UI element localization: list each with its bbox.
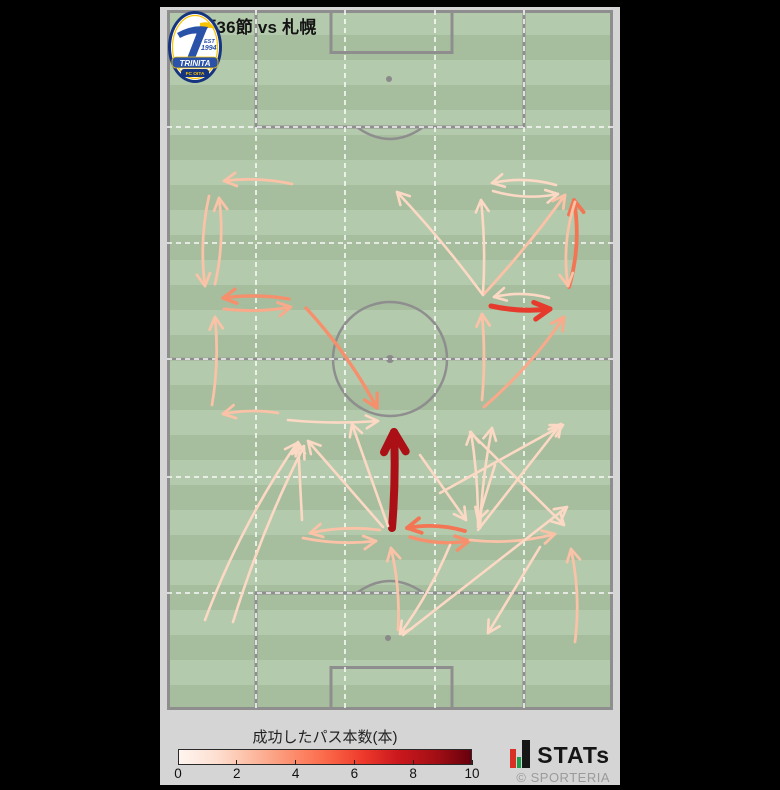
pass-arrow bbox=[222, 171, 294, 188]
pass-arrow bbox=[401, 505, 569, 637]
team-logo: EST 1994 TRINITA FC OITA bbox=[168, 11, 222, 83]
pass-arrow bbox=[465, 430, 481, 529]
pass-arrow bbox=[348, 422, 390, 528]
legend-tick-label: 2 bbox=[233, 766, 241, 781]
pass-arrow bbox=[482, 193, 567, 296]
penalty-arc-top bbox=[357, 126, 423, 141]
pass-arrow bbox=[398, 543, 452, 636]
badge-t-bar bbox=[177, 26, 208, 38]
stats-icon-bar-black bbox=[522, 740, 531, 768]
svg-text:EST: EST bbox=[204, 39, 215, 45]
svg-text:1994: 1994 bbox=[201, 45, 217, 52]
pass-arrow bbox=[492, 286, 551, 302]
svg-text:TRINITA: TRINITA bbox=[180, 59, 211, 68]
pass-arrow bbox=[490, 172, 558, 189]
pass-arrow bbox=[304, 306, 379, 410]
pass-arrow bbox=[468, 529, 557, 545]
pass-arrow bbox=[474, 198, 490, 295]
legend-tickmarks bbox=[177, 760, 473, 765]
stats-icon-bar-green bbox=[517, 757, 522, 768]
pass-arrow bbox=[195, 194, 212, 288]
copyright-text: © SPORTERIA bbox=[516, 770, 610, 785]
pitch: J2 第36節 vs 札幌 EST 1994 TRINITA FC OITA bbox=[167, 10, 613, 710]
pass-arrow bbox=[203, 441, 299, 622]
goal-box-top bbox=[329, 10, 454, 54]
pass-arrow bbox=[558, 200, 577, 288]
pass-arrow bbox=[306, 439, 385, 529]
goal-box-bottom bbox=[329, 666, 454, 710]
pass-arrow bbox=[486, 545, 542, 635]
pass-arrows-layer bbox=[195, 171, 586, 644]
legend-colorbar bbox=[178, 749, 472, 765]
center-spot bbox=[386, 355, 394, 363]
stats-icon-bar-red bbox=[510, 749, 517, 768]
pass-arrow bbox=[221, 287, 291, 305]
pitch-markings bbox=[167, 10, 613, 710]
penalty-spot-bottom bbox=[385, 635, 391, 641]
pass-arrow bbox=[468, 430, 566, 527]
legend-tick-label: 8 bbox=[409, 766, 417, 781]
pass-arrow bbox=[221, 403, 280, 420]
pass-arrow bbox=[482, 315, 566, 409]
pass-arrow bbox=[478, 426, 498, 530]
pass-arrow bbox=[438, 423, 565, 495]
pass-arrow bbox=[222, 301, 293, 318]
pass-arrow bbox=[212, 196, 229, 286]
stats-logo-text: STATs bbox=[537, 742, 610, 768]
penalty-arc-bottom bbox=[357, 579, 423, 594]
pass-arrow bbox=[301, 534, 378, 551]
pass-arrow bbox=[208, 315, 225, 407]
legend-label: 成功したパス本数(本) bbox=[252, 729, 398, 746]
pass-arrow bbox=[488, 299, 553, 322]
svg-text:FC OITA: FC OITA bbox=[186, 71, 205, 77]
pass-arrow bbox=[408, 534, 471, 552]
legend-tick-label: 4 bbox=[291, 766, 300, 781]
stats-logo-icon bbox=[510, 740, 531, 768]
penalty-spot-top bbox=[386, 76, 392, 82]
pass-arrow bbox=[286, 414, 380, 430]
pass-arrow bbox=[418, 453, 468, 522]
branding: STATs © SPORTERIA bbox=[510, 740, 610, 785]
pass-arrow bbox=[379, 428, 410, 532]
legend-tick-label: 0 bbox=[174, 766, 182, 781]
legend-tick-label: 6 bbox=[350, 766, 359, 781]
legend-tick-label: 10 bbox=[464, 766, 480, 781]
pass-arrow bbox=[405, 516, 467, 535]
badge-t-stem bbox=[186, 30, 206, 61]
figure-panel: J2 第36節 vs 札幌 EST 1994 TRINITA FC OITA 成… bbox=[160, 7, 620, 785]
pass-arrow bbox=[475, 312, 492, 402]
pass-arrow bbox=[385, 546, 402, 632]
pass-arrow bbox=[308, 522, 382, 539]
pass-arrow bbox=[395, 190, 485, 297]
legend-tick-labels: 0 2 4 6 8 10 bbox=[174, 766, 479, 784]
pass-arrow bbox=[491, 188, 560, 204]
pass-arrow bbox=[565, 547, 582, 644]
pass-arrow bbox=[231, 444, 306, 624]
